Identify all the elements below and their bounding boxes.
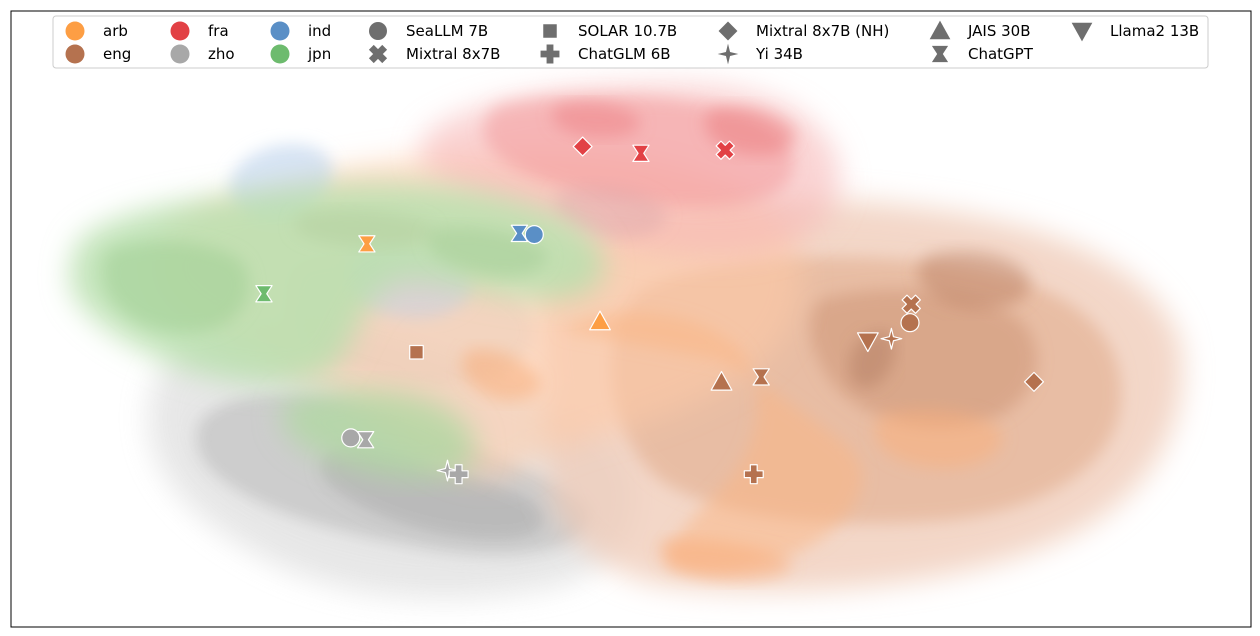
scatter-markers bbox=[255, 136, 1045, 485]
point-eng-chatglm-6b bbox=[743, 464, 764, 485]
point-zho-yi-34b bbox=[436, 459, 459, 482]
legend-label-chatgpt: ChatGPT bbox=[968, 45, 1034, 63]
point-eng-jais-30b bbox=[710, 370, 733, 391]
legend-label-mixtral-8x7b-nh: Mixtral 8x7B (NH) bbox=[756, 22, 889, 40]
point-jpn-chatgpt bbox=[255, 285, 273, 303]
legend-marker-chatgpt bbox=[931, 45, 949, 63]
point-eng-mixtral-8x7b-nh bbox=[1023, 371, 1045, 392]
legend-marker-jpn bbox=[270, 44, 290, 64]
legend: arb eng fra zho ind jpn SeaLLM 7B Mixtral 8x7B S… bbox=[52, 15, 1209, 69]
legend-label-arb: arb bbox=[103, 22, 128, 40]
density-layers bbox=[70, 84, 1183, 599]
legend-marker-mixtral-8x7b bbox=[368, 44, 388, 64]
point-eng-solar-10-7b bbox=[409, 344, 424, 360]
point-fra-mixtral-8x7b bbox=[715, 140, 735, 160]
legend-marker-fra bbox=[170, 21, 190, 41]
legend-label-ind: ind bbox=[308, 22, 331, 40]
legend-marker-seallm-7b bbox=[369, 22, 387, 40]
density-jpn bbox=[70, 183, 605, 479]
legend-label-yi-34b: Yi 34B bbox=[755, 45, 803, 63]
legend-label-eng: eng bbox=[103, 45, 131, 63]
legend-label-fra: fra bbox=[208, 22, 229, 40]
point-eng-mixtral-8x7b bbox=[901, 294, 921, 314]
point-ind-seallm-7b bbox=[524, 225, 544, 245]
point-eng-chatgpt bbox=[752, 368, 770, 386]
point-arb-chatgpt bbox=[358, 235, 376, 253]
legend-label-llama2-13b: Llama2 13B bbox=[1110, 22, 1199, 40]
legend-label-mixtral-8x7b: Mixtral 8x7B bbox=[406, 45, 500, 63]
legend-marker-arb bbox=[65, 21, 85, 41]
legend-label-seallm-7b: SeaLLM 7B bbox=[406, 22, 488, 40]
point-eng-llama2-13b bbox=[856, 332, 879, 353]
legend-label-jais-30b: JAIS 30B bbox=[967, 22, 1031, 40]
point-eng-yi-34b bbox=[880, 327, 903, 350]
legend-items: arb eng fra zho ind jpn SeaLLM 7B Mixtral 8x7B S… bbox=[65, 20, 1199, 65]
legend-marker-yi-34b bbox=[717, 43, 739, 65]
legend-label-chatglm-6b: ChatGLM 6B bbox=[578, 45, 671, 63]
legend-box bbox=[52, 15, 1209, 69]
point-fra-mixtral-8x7b-nh bbox=[572, 136, 593, 157]
legend-marker-eng bbox=[65, 44, 85, 64]
legend-marker-zho bbox=[170, 44, 190, 64]
legend-marker-ind bbox=[270, 21, 290, 41]
legend-marker-chatglm-6b bbox=[540, 44, 560, 64]
legend-marker-mixtral-8x7b-nh bbox=[718, 21, 738, 41]
point-arb-jais-30b bbox=[589, 310, 611, 331]
plot-frame bbox=[10, 10, 1252, 628]
legend-marker-llama2-13b bbox=[1071, 22, 1093, 42]
legend-label-solar-10-7b: SOLAR 10.7B bbox=[578, 22, 677, 40]
point-eng-seallm-7b bbox=[900, 313, 920, 333]
point-zho-seallm-7b bbox=[341, 428, 361, 448]
legend-label-zho: zho bbox=[208, 45, 235, 63]
legend-label-jpn: jpn bbox=[307, 45, 331, 63]
legend-marker-jais-30b bbox=[929, 20, 951, 40]
legend-marker-solar-10-7b bbox=[543, 24, 557, 38]
point-fra-chatgpt bbox=[632, 144, 650, 162]
point-ind-chatgpt bbox=[510, 224, 529, 243]
point-zho-chatglm-6b bbox=[448, 464, 469, 485]
point-zho-chatgpt bbox=[356, 431, 375, 449]
